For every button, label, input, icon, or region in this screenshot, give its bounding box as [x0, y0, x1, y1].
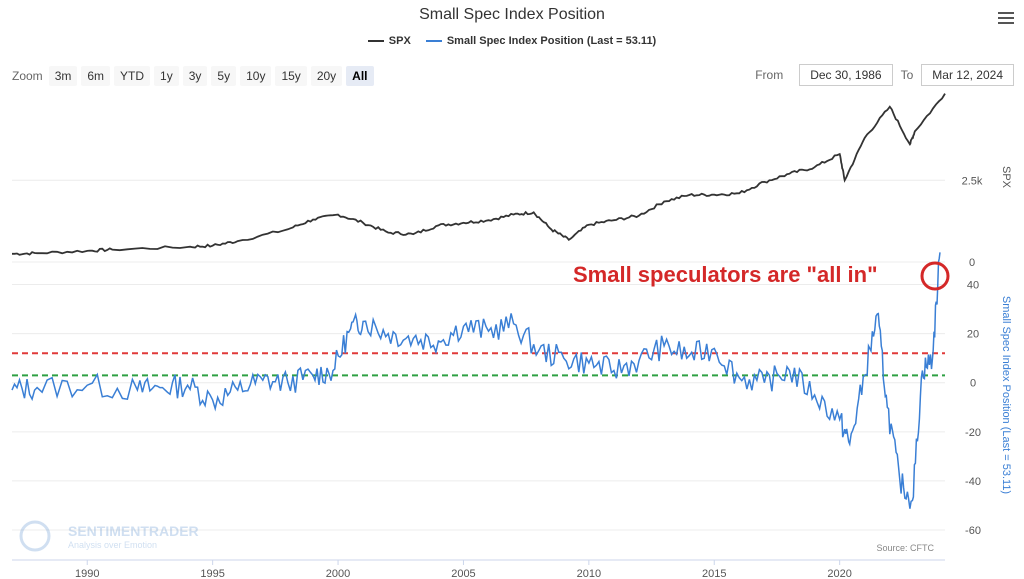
- date-range: From Dec 30, 1986 To Mar 12, 2024: [755, 64, 1014, 86]
- from-date-input[interactable]: Dec 30, 1986: [799, 64, 893, 86]
- zoom-button-5y[interactable]: 5y: [211, 66, 237, 86]
- zoom-bar: Zoom 3m 6m YTD 1y 3y 5y 10y 15y 20y All: [12, 66, 378, 86]
- axes: 0 2.5k -60 -40 -20 0 20 40 SPX Small Spec Index P…: [12, 166, 1012, 579]
- y-axis-title-spx: SPX: [1000, 166, 1012, 189]
- series-line-small-spec: [11, 252, 941, 509]
- y-tick-label-spx: 2.5k: [962, 175, 983, 187]
- x-tick-label: 1990: [75, 568, 99, 579]
- legend-swatch-spx: [367, 40, 384, 42]
- x-tick-label: 2000: [326, 568, 350, 579]
- x-tick-label: 2020: [827, 568, 851, 579]
- to-label: To: [900, 68, 914, 82]
- grid-lines: [12, 179, 945, 531]
- zoom-button-6m[interactable]: 6m: [81, 66, 111, 86]
- x-tick-label: 2010: [577, 568, 601, 579]
- zoom-button-3y[interactable]: 3y: [182, 66, 208, 86]
- y-tick-label-small-spec: -60: [965, 525, 981, 537]
- x-tick-label: 1995: [200, 568, 224, 579]
- legend-item-small-spec[interactable]: Small Spec Index Position (Last = 53.11): [425, 35, 657, 47]
- zoom-button-ytd[interactable]: YTD: [114, 66, 151, 86]
- annotation-group: Small speculators are "all in": [573, 261, 950, 291]
- y-tick-label-small-spec: 20: [967, 329, 979, 341]
- zoom-button-20y[interactable]: 20y: [310, 66, 343, 86]
- to-date-input[interactable]: Mar 12, 2024: [921, 64, 1014, 86]
- y-tick-label-small-spec: 0: [970, 378, 976, 390]
- series-lines: [11, 93, 946, 509]
- y-tick-label-spx: 0: [969, 257, 975, 269]
- watermark-tagline: Analysis over Emotion: [68, 540, 157, 550]
- x-tick-label: 2015: [702, 568, 726, 579]
- source-note: Source: CFTC: [876, 543, 934, 553]
- from-label: From: [755, 68, 784, 82]
- menu-icon[interactable]: [998, 12, 1014, 26]
- zoom-button-3m[interactable]: 3m: [48, 66, 78, 86]
- chart-legend: SPX Small Spec Index Position (Last = 53…: [0, 33, 1024, 47]
- y-tick-label-small-spec: -20: [965, 427, 981, 439]
- zoom-button-1y[interactable]: 1y: [154, 66, 179, 86]
- y-tick-label-small-spec: -40: [965, 476, 981, 488]
- x-tick-label: 2005: [451, 568, 475, 579]
- legend-label-small-spec: Small Spec Index Position (Last = 53.11): [446, 35, 657, 47]
- zoom-label: Zoom: [12, 69, 43, 83]
- y-tick-label-small-spec: 40: [967, 280, 979, 292]
- zoom-button-15y[interactable]: 15y: [275, 66, 307, 86]
- zoom-button-10y[interactable]: 10y: [240, 66, 272, 86]
- series-line-spx: [12, 93, 946, 256]
- annotation-text: Small speculators are "all in": [573, 262, 878, 287]
- chart-title: Small Spec Index Position: [419, 6, 605, 23]
- legend-label-spx: SPX: [388, 35, 411, 47]
- watermark-brand: SENTIMENTRADER: [68, 523, 199, 539]
- legend-swatch-small-spec: [425, 40, 442, 42]
- y-axis-title-small-spec: Small Spec Index Position (Last = 53.11): [1000, 296, 1012, 494]
- reference-lines: [12, 352, 945, 377]
- legend-item-spx[interactable]: SPX: [367, 35, 411, 47]
- watermark-logo-icon: [19, 520, 51, 552]
- watermark: SENTIMENTRADER Analysis over Emotion: [19, 520, 199, 552]
- annotation-circle: [920, 261, 950, 291]
- zoom-button-all[interactable]: All: [346, 66, 374, 86]
